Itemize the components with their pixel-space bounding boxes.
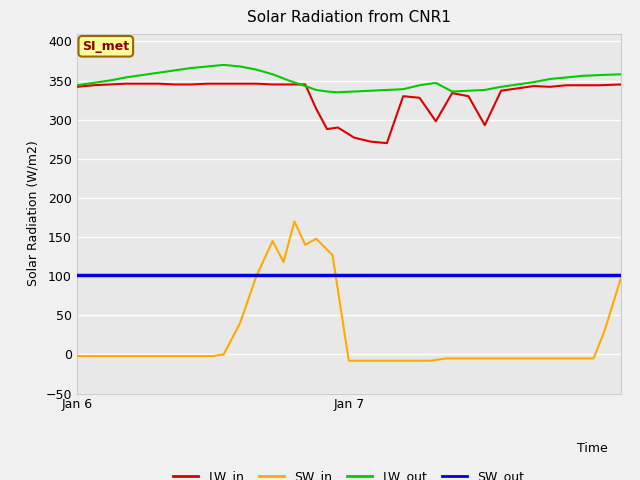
Y-axis label: Solar Radiation (W/m2): Solar Radiation (W/m2) xyxy=(27,141,40,287)
Title: Solar Radiation from CNR1: Solar Radiation from CNR1 xyxy=(247,11,451,25)
Legend: LW_in, SW_in, LW_out, SW_out: LW_in, SW_in, LW_out, SW_out xyxy=(168,465,529,480)
Text: SI_met: SI_met xyxy=(82,40,129,53)
Text: Time: Time xyxy=(577,442,608,455)
